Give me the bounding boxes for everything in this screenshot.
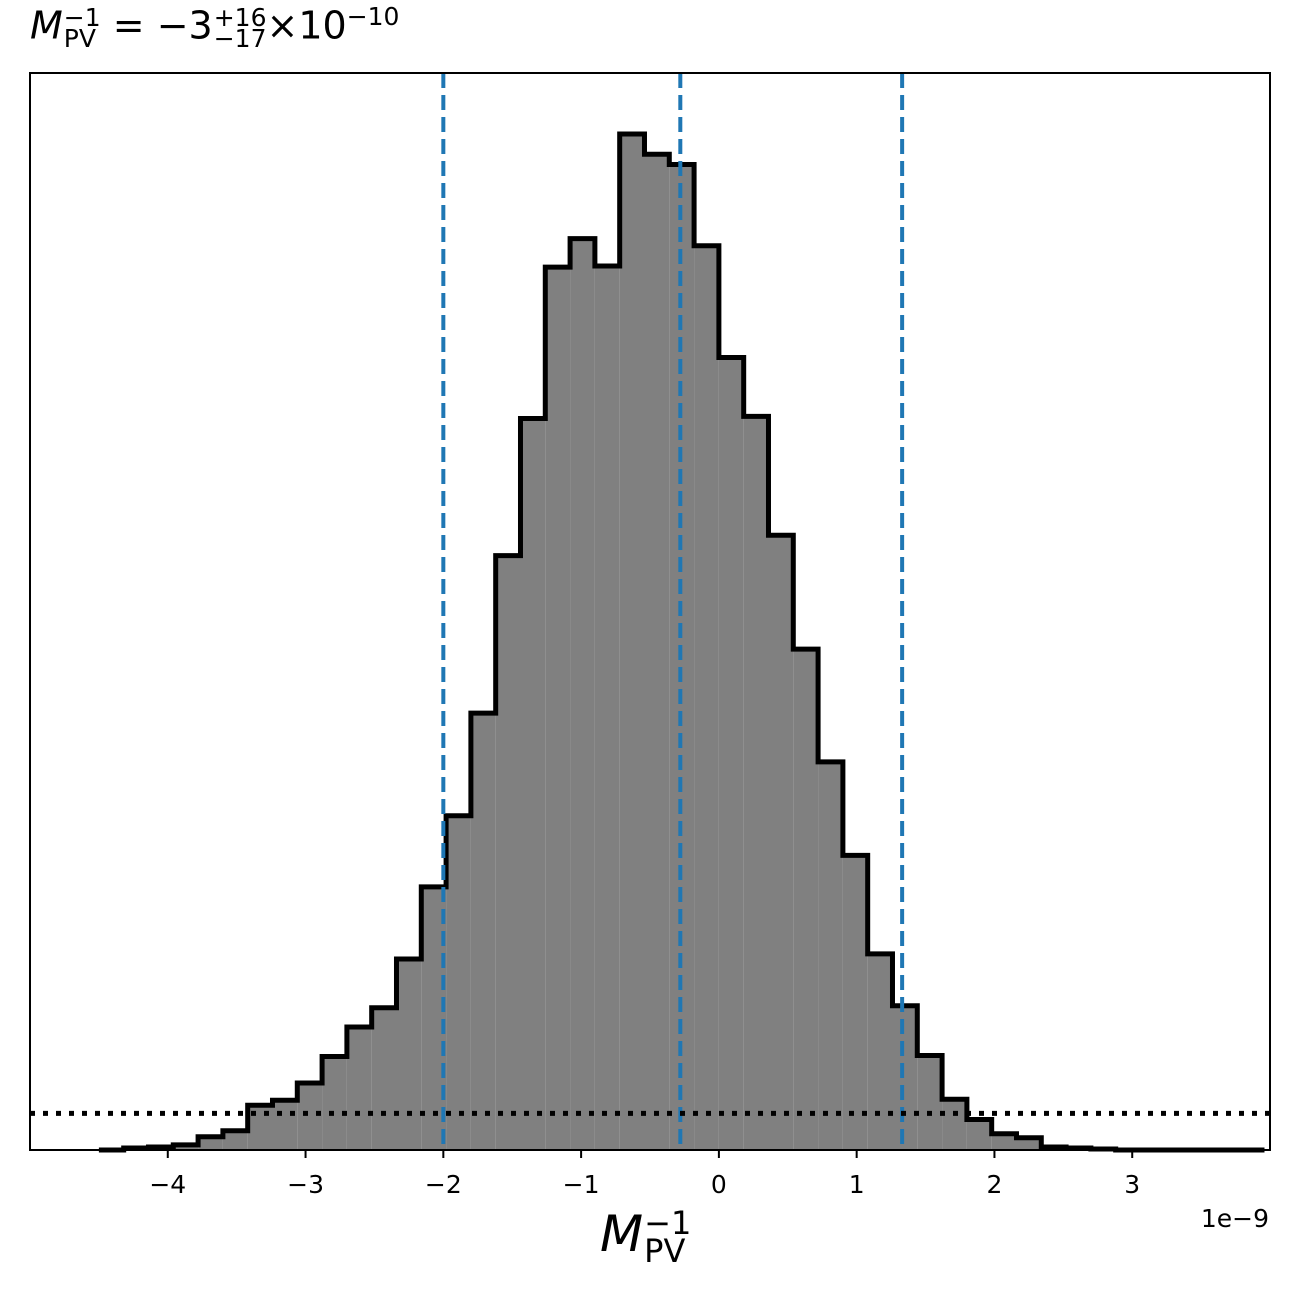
x-axis-label: M −1 PV	[600, 1204, 692, 1270]
x-tick-label: −4	[149, 1170, 186, 1199]
histogram-bar	[520, 418, 546, 1150]
histogram-bar	[966, 1119, 992, 1150]
chart-title: M −1 PV = −3 +16 −17 ×10−10	[30, 2, 400, 54]
histogram-outline	[98, 131, 1265, 1153]
xlabel-sub: PV	[644, 1231, 686, 1270]
histogram-bar	[942, 1099, 967, 1150]
histogram-bar	[718, 357, 744, 1150]
x-axis-ticks: −4 −3 −2 −1 0 1 2 3	[149, 1150, 1140, 1199]
histogram-bar	[545, 267, 571, 1150]
x-tick-label: 2	[986, 1170, 1002, 1199]
histogram-bar	[867, 953, 893, 1150]
x-tick-label: 1	[849, 1170, 865, 1199]
histogram-bar	[446, 815, 471, 1150]
title-upper-error: +16	[213, 2, 267, 32]
histogram-bar	[991, 1133, 1017, 1150]
histogram-bar	[768, 535, 794, 1150]
title-symbol-sup: −1	[63, 2, 101, 32]
histogram-bar	[793, 649, 819, 1150]
histogram-bar	[173, 1144, 199, 1150]
plot-frame	[29, 72, 1271, 1151]
histogram-bar	[644, 154, 670, 1150]
histogram-bar	[842, 855, 868, 1150]
title-symbol-sub: PV	[63, 24, 96, 54]
histogram-bar	[396, 958, 422, 1150]
x-axis-offset-text: 1e−9	[1200, 1204, 1269, 1233]
histogram-bar	[222, 1130, 248, 1150]
x-tick-label: −3	[287, 1170, 324, 1199]
reference-lines	[30, 73, 1270, 1150]
x-tick-label: −1	[563, 1170, 600, 1199]
title-symbol: M	[30, 3, 63, 48]
title-power-base: 10	[298, 3, 347, 48]
histogram-bar	[371, 1007, 397, 1150]
histogram-bar	[198, 1136, 223, 1150]
title-lower-error: −17	[213, 24, 267, 54]
title-value: −3	[156, 3, 213, 48]
x-tick-label: 3	[1124, 1170, 1140, 1199]
histogram-bar	[272, 1100, 298, 1150]
xlabel-sup: −1	[644, 1204, 692, 1243]
histogram-bar	[619, 133, 645, 1150]
histogram-bar	[346, 1027, 372, 1150]
histogram-bar	[322, 1056, 347, 1150]
x-tick-label: −2	[425, 1170, 462, 1199]
histogram-bar	[470, 713, 496, 1150]
title-equals: =	[112, 3, 145, 48]
title-power-exp: −10	[346, 2, 400, 31]
histogram-bar	[495, 555, 521, 1150]
histogram-bar	[570, 238, 595, 1151]
histogram-bar	[594, 266, 620, 1150]
histogram-bar	[818, 761, 843, 1150]
xlabel-symbol: M	[600, 1205, 644, 1263]
histogram-bar	[892, 1005, 918, 1150]
histogram-bar	[421, 886, 447, 1150]
histogram-bars	[98, 131, 1265, 1153]
x-tick-label: 0	[711, 1170, 727, 1199]
histogram-bar	[297, 1082, 323, 1150]
histogram-bar	[694, 245, 719, 1150]
histogram-bar	[743, 416, 769, 1150]
histogram-bar	[917, 1055, 943, 1150]
histogram-bar	[1016, 1137, 1042, 1150]
title-times: ×	[266, 3, 299, 48]
